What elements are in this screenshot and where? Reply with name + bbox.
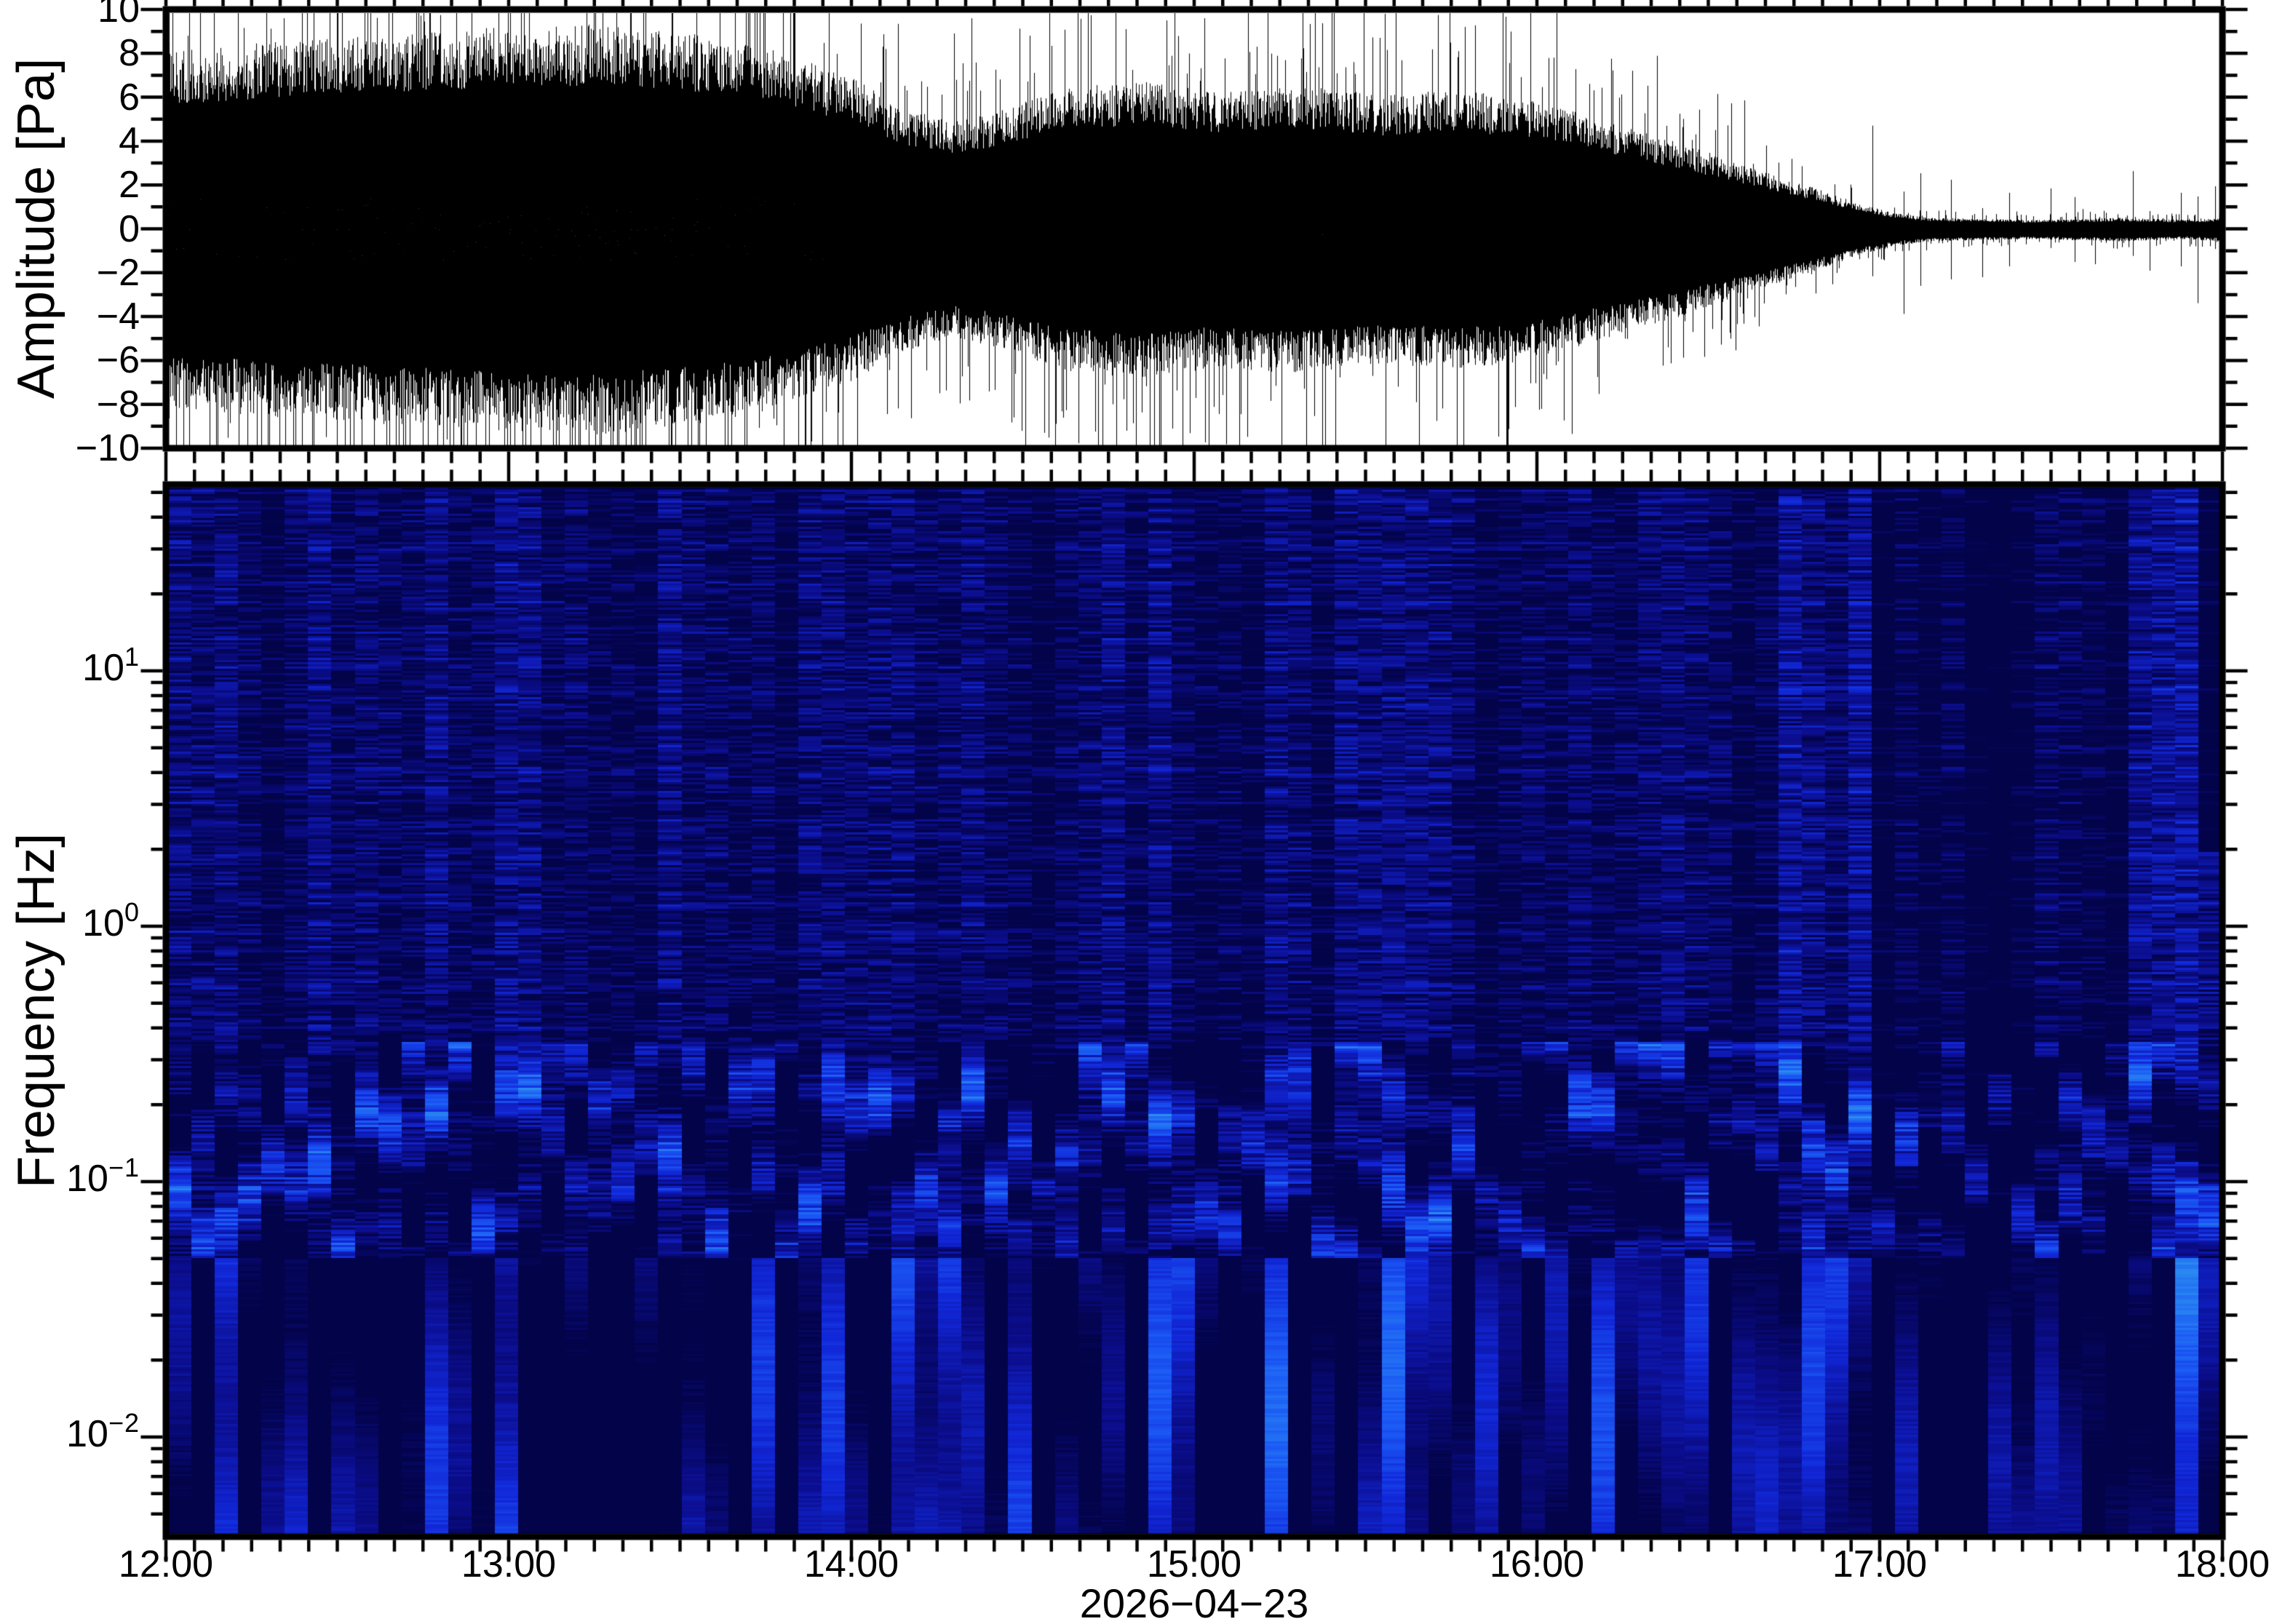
amplitude-tick-label: −4 xyxy=(96,295,140,338)
frequency-tick-label: 100 xyxy=(0,897,140,947)
time-tick-label: 12:00 xyxy=(118,1543,214,1585)
frequency-tick-exponent: 1 xyxy=(124,642,140,672)
frequency-tick-label: 101 xyxy=(0,642,140,691)
frequency-tick-base: 10 xyxy=(66,1158,108,1200)
amplitude-tick-label: 0 xyxy=(119,207,140,250)
time-tick-label: 14:00 xyxy=(803,1543,899,1585)
frequency-tick-label: 10−2 xyxy=(0,1408,140,1457)
amplitude-tick-label: −6 xyxy=(96,339,140,382)
amplitude-tick-label: 2 xyxy=(119,164,140,207)
frequency-tick-exponent: 0 xyxy=(124,897,140,927)
amplitude-tick-label: −8 xyxy=(96,383,140,426)
time-tick-label: 17:00 xyxy=(1832,1543,1928,1585)
time-tick-label: 13:00 xyxy=(461,1543,557,1585)
amplitude-tick-label: 8 xyxy=(119,32,140,75)
frequency-tick-base: 10 xyxy=(82,902,124,944)
frequency-tick-exponent: −1 xyxy=(108,1153,140,1182)
time-tick-label: 18:00 xyxy=(2174,1543,2269,1585)
frequency-tick-label: 10−1 xyxy=(0,1153,140,1202)
amplitude-tick-label: 6 xyxy=(119,76,140,119)
time-tick-label: 15:00 xyxy=(1146,1543,1242,1585)
frequency-tick-base: 10 xyxy=(82,647,124,689)
amplitude-tick-label: 10 xyxy=(98,0,140,31)
frequency-tick-exponent: −2 xyxy=(108,1408,140,1438)
amplitude-tick-label: 4 xyxy=(119,119,140,162)
date-label: 2026−04−23 xyxy=(1079,1580,1309,1624)
amplitude-tick-label: −2 xyxy=(96,251,140,294)
time-tick-label: 16:00 xyxy=(1489,1543,1585,1585)
frequency-tick-base: 10 xyxy=(66,1413,108,1455)
frequency-axis-title: Frequency [Hz] xyxy=(7,832,65,1189)
amplitude-tick-label: −10 xyxy=(75,427,140,469)
